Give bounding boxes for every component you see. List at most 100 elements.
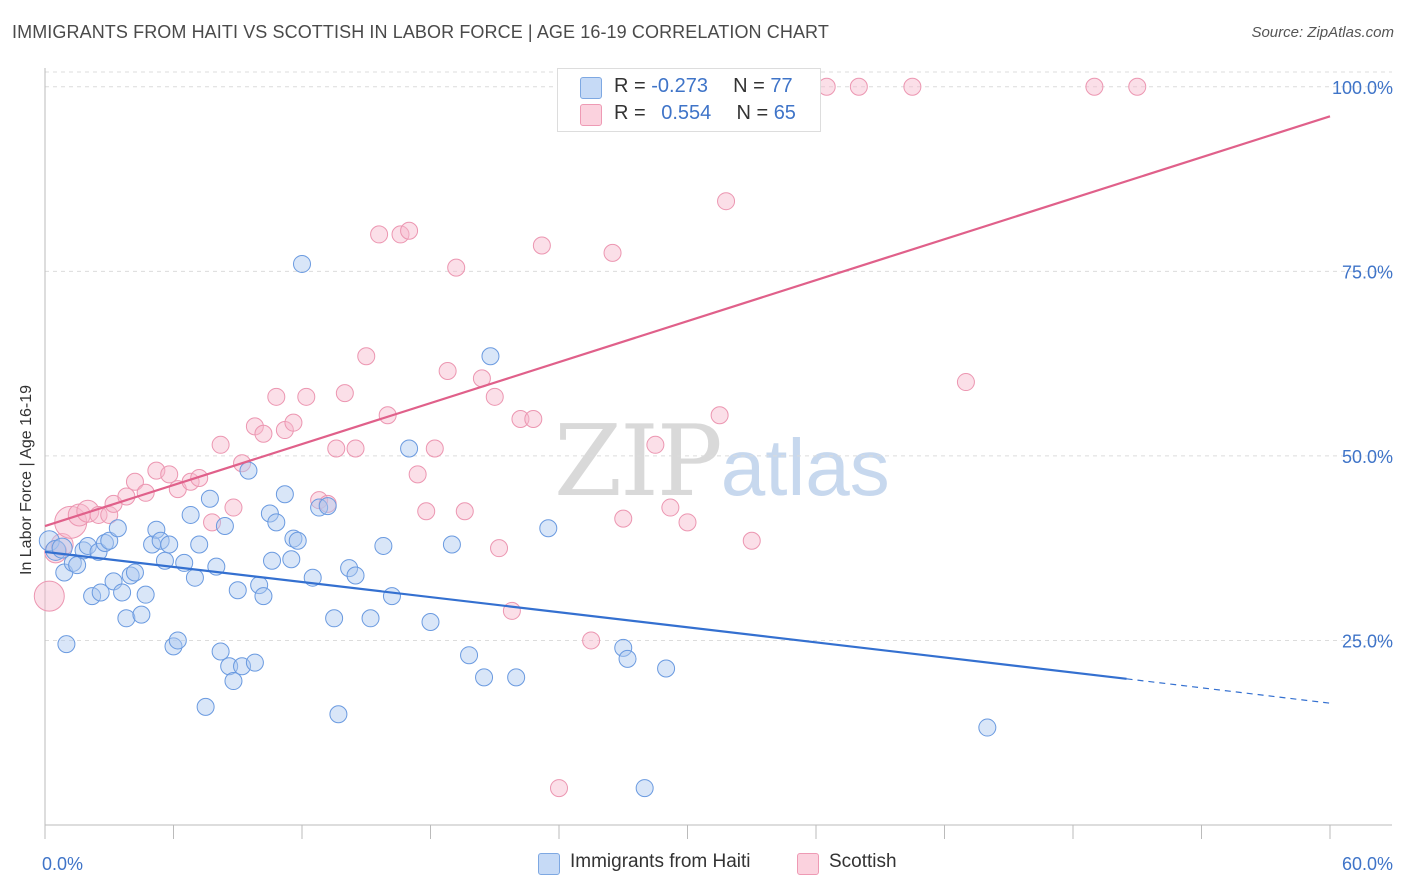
scottish-point (425, 439, 444, 458)
scottish-point (511, 409, 530, 428)
x-tick-label: 60.0% (1342, 854, 1393, 874)
bottom-legend-swatch-scottish (797, 853, 819, 875)
scottish-point (400, 221, 419, 240)
haiti-point (282, 550, 301, 569)
haiti-point (168, 631, 187, 650)
haiti-point (481, 347, 500, 366)
haiti-point (215, 517, 234, 536)
scottish-point (335, 384, 354, 403)
haiti-point (442, 535, 461, 554)
scottish-point (378, 406, 397, 425)
scottish-point (710, 406, 729, 425)
haiti-point (254, 587, 273, 606)
haiti-point (325, 609, 344, 628)
scottish-point (297, 387, 316, 406)
haiti-point (288, 531, 307, 550)
grid (45, 71, 1392, 641)
bottom-legend-swatch-haiti (538, 853, 560, 875)
haiti-point (224, 672, 243, 691)
scottish-point (327, 439, 346, 458)
scottish-point (211, 435, 230, 454)
scottish-point (678, 513, 697, 532)
haiti-point (978, 718, 997, 737)
watermark-zip: ZIP (554, 405, 723, 519)
scottish-trend-line (44, 115, 1331, 528)
scottish-point (603, 243, 622, 262)
scottish-point (408, 465, 427, 484)
haiti-point (460, 646, 479, 665)
haiti-point (263, 551, 282, 570)
scottish-point (661, 498, 680, 517)
haiti-point (89, 542, 108, 561)
y-tick-label: 100.0% (1332, 78, 1393, 98)
legend-swatch-scottish (580, 104, 602, 126)
y-axis-label: In Labor Force | Age 16-19 (18, 384, 35, 575)
x-tick-label: 0.0% (42, 854, 83, 874)
y-tick-label: 75.0% (1342, 262, 1393, 282)
haiti-point (539, 519, 558, 538)
scottish-point (125, 472, 144, 491)
haiti-point (228, 581, 247, 600)
scottish-point (284, 413, 303, 432)
scottish-point (190, 469, 209, 488)
haiti-point (635, 779, 654, 798)
scottish-point (1128, 77, 1147, 96)
haiti-point (260, 504, 279, 523)
chart-title: IMMIGRANTS FROM HAITI VS SCOTTISH IN LAB… (12, 22, 829, 42)
source-label: Source: ZipAtlas.com (1251, 24, 1394, 41)
legend-n-label: N = (733, 75, 765, 97)
haiti-point (267, 513, 286, 532)
haiti-point (136, 585, 155, 604)
haiti-point (160, 535, 179, 554)
legend-r-label: R = (614, 75, 646, 97)
haiti-point (200, 489, 219, 508)
legend-r-value: -0.273 (651, 75, 708, 97)
haiti-point (657, 659, 676, 678)
haiti-point (374, 536, 393, 555)
haiti-point (78, 536, 97, 555)
haiti-point (245, 653, 264, 672)
y-tick-label: 50.0% (1342, 447, 1393, 467)
scottish-point (524, 409, 543, 428)
legend-n-value: 77 (770, 75, 793, 97)
scottish-point (438, 361, 457, 380)
scottish-point (224, 498, 243, 517)
scottish-point (717, 192, 736, 211)
haiti-point (185, 568, 204, 587)
scottish-point (254, 424, 273, 443)
haiti-point (181, 505, 200, 524)
haiti-point (91, 583, 110, 602)
haiti-point (220, 657, 239, 676)
haiti-point (190, 535, 209, 554)
haiti-point (293, 254, 311, 273)
legend-r-label: R = (614, 102, 646, 124)
haiti-point (614, 638, 633, 657)
scottish-point (391, 225, 410, 244)
scottish-point (417, 502, 436, 521)
haiti-point (421, 612, 440, 631)
scottish-point (33, 580, 65, 612)
y-tick-label: 25.0% (1342, 631, 1393, 651)
haiti-point (618, 649, 637, 668)
scottish-point (742, 531, 761, 550)
haiti-point (211, 642, 230, 661)
haiti-point (340, 559, 359, 578)
haiti-trend-extension (1126, 678, 1331, 704)
haiti-point (147, 520, 166, 539)
tick-labels: 25.0% 50.0% 75.0% 100.0% 0.0% 60.0% (42, 78, 1393, 874)
scottish-point (267, 387, 286, 406)
haiti-point (346, 566, 365, 585)
haiti-point (100, 531, 119, 550)
legend-n-label: N = (736, 102, 769, 124)
scottish-point (370, 225, 389, 244)
haiti-point (196, 697, 215, 716)
watermark: ZIPatlas (554, 405, 890, 519)
scottish-point (849, 77, 868, 96)
scottish-points (33, 77, 1147, 798)
haiti-points (38, 254, 997, 798)
scottish-point (550, 779, 568, 798)
haiti-point (125, 563, 144, 582)
scottish-point (1085, 77, 1104, 96)
legend-swatch-haiti (580, 77, 602, 99)
